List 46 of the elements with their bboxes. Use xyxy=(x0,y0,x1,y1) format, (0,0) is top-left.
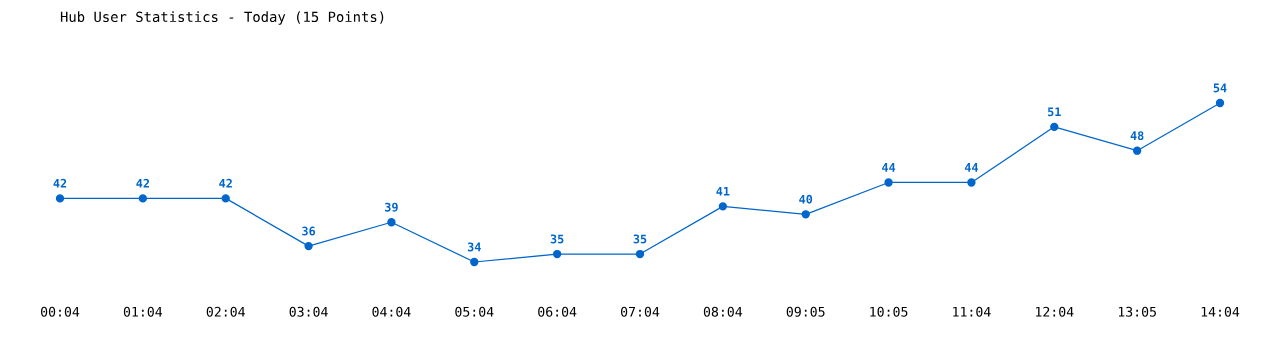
x-tick-label: 10:05 xyxy=(870,306,908,317)
data-label: 36 xyxy=(302,226,316,236)
point xyxy=(635,249,645,259)
point xyxy=(138,194,148,203)
x-tick-label: 07:04 xyxy=(621,306,660,317)
x-tick-label: 01:04 xyxy=(123,306,163,317)
x-tick-label: 04:04 xyxy=(372,306,411,317)
data-label: 54 xyxy=(1213,83,1227,93)
point xyxy=(967,178,976,187)
point xyxy=(1215,98,1225,108)
data-label: 41 xyxy=(716,186,730,196)
chart-title: Hub User Statistics - Today (15 Points) xyxy=(60,11,384,25)
point xyxy=(387,218,396,227)
point xyxy=(801,210,810,219)
x-tick-label: 00:04 xyxy=(41,306,80,317)
x-tick-label: 03:04 xyxy=(289,306,328,317)
x-tick-label: 14:04 xyxy=(1201,306,1240,317)
point xyxy=(470,257,479,267)
x-tick-label: 02:04 xyxy=(206,306,245,317)
data-label: 48 xyxy=(1130,131,1144,141)
data-label: 44 xyxy=(882,163,896,172)
data-label: 42 xyxy=(136,178,149,188)
x-tick-label: 11:04 xyxy=(953,306,991,317)
point xyxy=(1132,146,1142,155)
data-label: 42 xyxy=(53,178,67,188)
point xyxy=(55,194,65,203)
data-label: 39 xyxy=(385,202,398,212)
point xyxy=(221,194,230,203)
x-tick-label: 06:04 xyxy=(538,306,577,317)
x-tick-label: 12:04 xyxy=(1036,306,1074,317)
x-tick-label: 13:05 xyxy=(1118,306,1156,317)
data-label: 35 xyxy=(633,234,647,244)
x-tick-label: 05:04 xyxy=(455,306,494,317)
point xyxy=(304,241,313,251)
data-label: 40 xyxy=(799,194,813,204)
data-label: 44 xyxy=(964,163,979,172)
point xyxy=(552,249,562,259)
point xyxy=(884,178,893,187)
data-label: 34 xyxy=(467,242,481,252)
data-label: 35 xyxy=(550,234,564,244)
point xyxy=(718,202,728,211)
x-tick-label: 09:05 xyxy=(786,306,825,317)
point xyxy=(1050,122,1059,132)
x-tick-label: 08:04 xyxy=(703,306,743,317)
data-label: 51 xyxy=(1048,107,1061,117)
data-label: 42 xyxy=(219,178,232,188)
